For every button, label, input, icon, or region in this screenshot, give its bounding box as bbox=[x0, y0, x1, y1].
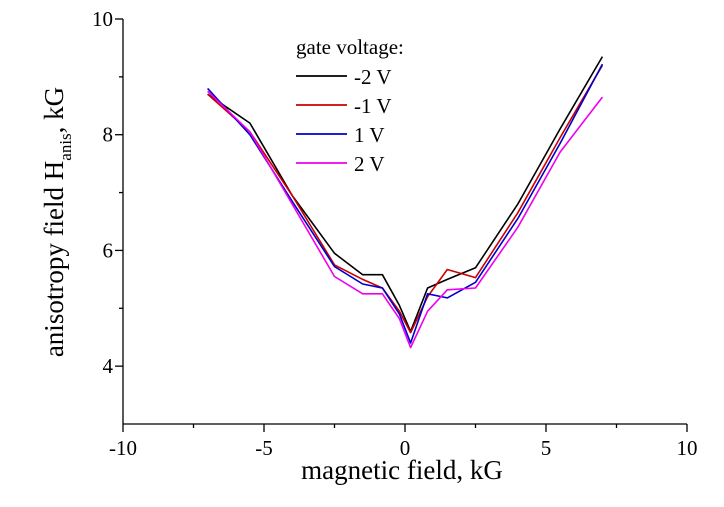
legend-label: -2 V bbox=[354, 65, 392, 89]
legend-label: -1 V bbox=[354, 94, 392, 118]
y-axis-title-main: anisotropy field H bbox=[39, 161, 69, 357]
x-tick-label: -10 bbox=[109, 436, 137, 460]
y-axis-title: anisotropy field Hanis, kG bbox=[39, 87, 75, 357]
series-lines bbox=[207, 56, 604, 349]
x-tick-label: 5 bbox=[541, 436, 552, 460]
y-tick-label: 8 bbox=[103, 123, 114, 147]
y-axis-title-unit: , kG bbox=[39, 87, 69, 134]
x-axis-title: magnetic field, kG bbox=[301, 455, 503, 485]
series-line bbox=[207, 56, 604, 333]
legend-label: 1 V bbox=[354, 123, 385, 147]
legend-title: gate voltage: bbox=[296, 35, 404, 59]
y-tick-label: 6 bbox=[103, 238, 114, 262]
series-line bbox=[207, 90, 604, 349]
legend: gate voltage: -2 V -1 V 1 V 2 V bbox=[296, 35, 404, 176]
plot-frame bbox=[122, 19, 687, 425]
y-axis-ticks: 4 6 8 10 bbox=[92, 7, 123, 378]
x-tick-label: -5 bbox=[255, 436, 273, 460]
x-tick-label: 10 bbox=[677, 436, 698, 460]
legend-label: 2 V bbox=[354, 152, 385, 176]
y-tick-label: 4 bbox=[103, 354, 114, 378]
series-line bbox=[207, 64, 604, 334]
y-tick-label: 10 bbox=[92, 7, 113, 31]
y-axis-title-subscript: anis bbox=[56, 133, 75, 160]
x-tick-label: 0 bbox=[400, 436, 411, 460]
x-axis-ticks: -10 -5 0 5 10 bbox=[109, 424, 698, 460]
series-line bbox=[207, 63, 604, 344]
